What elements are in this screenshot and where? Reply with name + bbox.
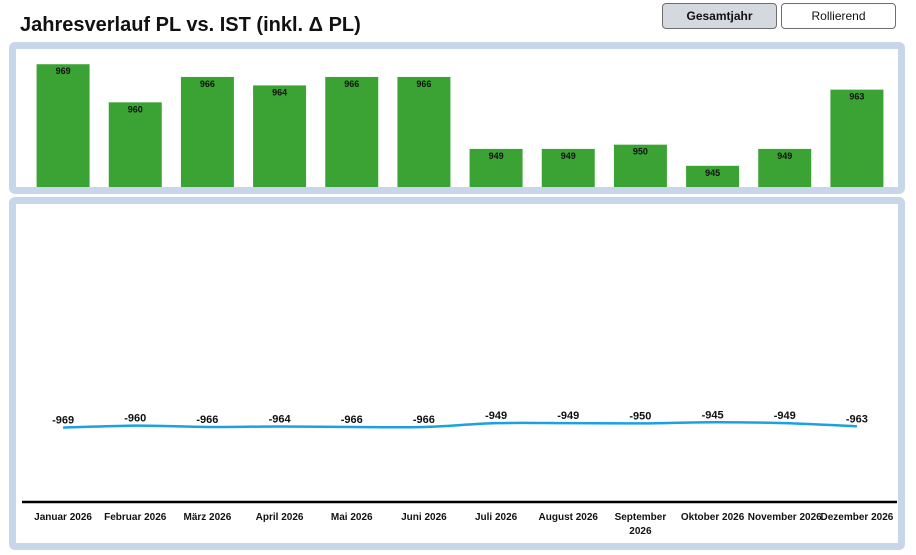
bar-data-label: 960: [128, 104, 143, 114]
line-data-label: -963: [846, 413, 868, 425]
x-tick-label: Oktober 2026: [681, 512, 745, 523]
bar-data-label: 966: [200, 79, 215, 89]
bar: [758, 148, 812, 187]
line-data-label: -966: [413, 414, 435, 426]
bar-data-label: 949: [489, 151, 504, 161]
bar: [830, 89, 884, 187]
x-tick-label: Januar 2026: [34, 512, 92, 523]
bar: [541, 148, 595, 187]
line-data-label: -950: [629, 410, 651, 422]
bar-data-label: 966: [416, 79, 431, 89]
line-data-label: -964: [269, 414, 292, 426]
bar: [469, 148, 523, 187]
bar-data-label: 950: [633, 147, 648, 157]
x-tick-label: Juni 2026: [401, 512, 447, 523]
x-tick-label: April 2026: [256, 512, 304, 523]
bar-data-label: 966: [344, 79, 359, 89]
line-data-label: -945: [702, 409, 724, 421]
line-data-label: -960: [124, 413, 146, 425]
line-data-label: -949: [557, 410, 579, 422]
x-tick-label: Juli 2026: [475, 512, 518, 523]
page-title: Jahresverlauf PL vs. IST (inkl. Δ PL): [20, 14, 361, 36]
bar-data-label: 963: [849, 92, 864, 102]
x-tick-label: März 2026: [184, 512, 232, 523]
bar: [613, 144, 667, 187]
line-data-label: -966: [196, 414, 218, 426]
bar-data-label: 945: [705, 168, 720, 178]
bar: [253, 85, 307, 187]
line-data-label: -966: [341, 414, 363, 426]
bar: [36, 64, 90, 187]
x-tick-label: Februar 2026: [104, 512, 167, 523]
line-data-label: -969: [52, 415, 74, 427]
line-series: [63, 421, 857, 429]
bar: [397, 76, 451, 187]
x-tick-label: Mai 2026: [331, 512, 373, 523]
bar-data-label: 949: [777, 151, 792, 161]
bar: [108, 102, 162, 187]
x-tick-label: September 2026: [615, 512, 667, 537]
bar-data-label: 964: [272, 87, 287, 97]
bar-data-label: 949: [561, 151, 576, 161]
line-data-label: -949: [774, 410, 796, 422]
bar-data-label: 969: [56, 66, 71, 76]
x-tick-label: November 2026: [748, 512, 822, 523]
bar: [686, 165, 740, 187]
bar: [325, 76, 379, 187]
rollierend-button[interactable]: Rollierend: [781, 3, 896, 29]
line-data-label: -949: [485, 410, 507, 422]
gesamtjahr-button[interactable]: Gesamtjahr: [662, 3, 777, 29]
bar: [180, 76, 234, 187]
x-tick-label: August 2026: [539, 512, 599, 523]
line-chart-panel: [9, 197, 905, 550]
x-tick-label: Dezember 2026: [821, 512, 894, 523]
